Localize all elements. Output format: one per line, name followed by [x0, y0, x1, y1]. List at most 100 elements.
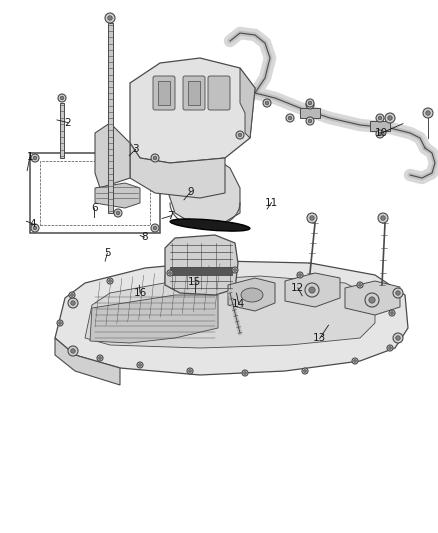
Circle shape	[169, 272, 171, 274]
Text: 13: 13	[313, 334, 326, 343]
Circle shape	[353, 360, 357, 362]
Circle shape	[369, 297, 375, 303]
Circle shape	[109, 280, 111, 282]
Circle shape	[107, 278, 113, 284]
Circle shape	[60, 96, 64, 100]
Text: 12: 12	[291, 283, 304, 293]
FancyBboxPatch shape	[188, 81, 200, 105]
Circle shape	[388, 116, 392, 120]
FancyBboxPatch shape	[107, 23, 113, 213]
Circle shape	[114, 209, 122, 217]
Circle shape	[167, 270, 173, 276]
Circle shape	[393, 333, 403, 343]
FancyBboxPatch shape	[183, 76, 205, 110]
Circle shape	[302, 368, 308, 374]
Polygon shape	[85, 276, 375, 348]
Circle shape	[69, 292, 75, 298]
Circle shape	[381, 216, 385, 220]
FancyBboxPatch shape	[170, 267, 232, 275]
Circle shape	[33, 226, 37, 230]
Circle shape	[308, 103, 312, 107]
Circle shape	[305, 283, 319, 297]
Circle shape	[236, 131, 244, 139]
Text: 11: 11	[265, 198, 278, 207]
Circle shape	[58, 94, 66, 102]
Circle shape	[31, 224, 39, 232]
FancyBboxPatch shape	[300, 108, 320, 118]
Circle shape	[365, 293, 379, 307]
Polygon shape	[130, 58, 255, 163]
Circle shape	[33, 156, 37, 160]
Circle shape	[378, 213, 388, 223]
Circle shape	[108, 16, 112, 20]
Text: 2: 2	[64, 118, 71, 127]
Circle shape	[389, 346, 391, 349]
FancyBboxPatch shape	[208, 76, 230, 110]
Circle shape	[137, 362, 143, 368]
Text: 6: 6	[91, 203, 98, 213]
FancyBboxPatch shape	[370, 121, 390, 131]
Circle shape	[306, 117, 314, 125]
Circle shape	[357, 282, 363, 288]
Circle shape	[378, 132, 382, 136]
Circle shape	[105, 13, 115, 23]
Circle shape	[151, 154, 159, 162]
Text: 14: 14	[232, 299, 245, 309]
FancyBboxPatch shape	[60, 103, 64, 158]
Circle shape	[426, 111, 430, 115]
Text: 1: 1	[26, 152, 33, 162]
Circle shape	[304, 370, 306, 373]
Polygon shape	[95, 123, 130, 188]
Circle shape	[423, 108, 433, 118]
Circle shape	[116, 211, 120, 215]
Text: 8: 8	[141, 232, 148, 242]
Polygon shape	[130, 143, 225, 198]
Text: 3: 3	[132, 144, 139, 154]
Circle shape	[71, 301, 75, 305]
Polygon shape	[285, 273, 340, 307]
FancyBboxPatch shape	[158, 81, 170, 105]
Circle shape	[307, 213, 317, 223]
Polygon shape	[228, 278, 275, 311]
Circle shape	[233, 269, 237, 271]
Polygon shape	[165, 235, 238, 295]
Circle shape	[389, 310, 395, 316]
Circle shape	[309, 287, 315, 293]
Polygon shape	[240, 68, 255, 138]
Circle shape	[187, 368, 193, 374]
Circle shape	[308, 101, 312, 105]
Circle shape	[288, 116, 292, 120]
Circle shape	[263, 99, 271, 107]
Circle shape	[31, 154, 39, 162]
Text: 9: 9	[187, 187, 194, 197]
FancyBboxPatch shape	[153, 76, 175, 110]
Circle shape	[238, 133, 242, 137]
Text: 16: 16	[134, 288, 147, 298]
Circle shape	[310, 216, 314, 220]
Circle shape	[359, 284, 361, 286]
Circle shape	[153, 226, 157, 230]
Circle shape	[139, 364, 141, 366]
Text: 15: 15	[188, 278, 201, 287]
Circle shape	[244, 372, 246, 374]
Circle shape	[376, 130, 384, 138]
Circle shape	[396, 336, 400, 340]
Circle shape	[297, 272, 303, 278]
Polygon shape	[165, 158, 240, 225]
Text: 7: 7	[167, 211, 174, 221]
Circle shape	[306, 101, 314, 109]
Circle shape	[97, 355, 103, 361]
Circle shape	[242, 370, 248, 376]
Circle shape	[71, 349, 75, 353]
Circle shape	[393, 288, 403, 298]
Circle shape	[68, 298, 78, 308]
Circle shape	[68, 346, 78, 356]
Circle shape	[153, 156, 157, 160]
Circle shape	[308, 119, 312, 123]
Circle shape	[385, 113, 395, 123]
Circle shape	[306, 99, 314, 107]
Circle shape	[391, 312, 393, 314]
Ellipse shape	[241, 288, 263, 302]
Circle shape	[378, 116, 382, 120]
Circle shape	[299, 273, 301, 276]
